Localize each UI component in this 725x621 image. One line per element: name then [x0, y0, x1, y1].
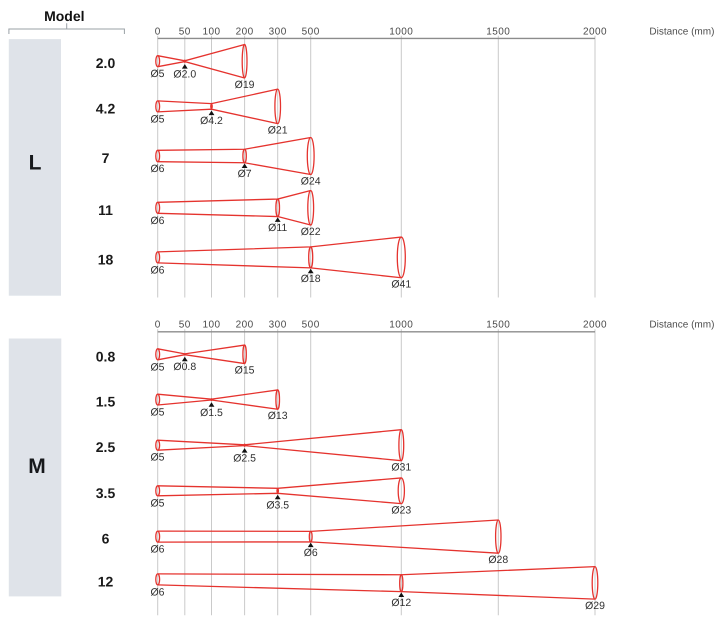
svg-text:18: 18: [98, 251, 114, 267]
svg-text:Ø5: Ø5: [150, 497, 164, 509]
svg-text:300: 300: [269, 27, 287, 38]
svg-text:500: 500: [302, 27, 320, 38]
svg-text:Ø12: Ø12: [391, 597, 411, 609]
svg-text:Ø18: Ø18: [301, 273, 321, 285]
svg-text:Ø5: Ø5: [150, 113, 164, 125]
svg-text:Ø7: Ø7: [238, 168, 252, 180]
svg-text:Ø23: Ø23: [391, 504, 411, 516]
svg-text:Ø29: Ø29: [585, 600, 605, 612]
svg-text:Ø4.2: Ø4.2: [200, 115, 223, 127]
svg-text:0: 0: [155, 27, 161, 38]
svg-text:Ø19: Ø19: [235, 79, 255, 91]
svg-text:12: 12: [98, 573, 114, 589]
svg-text:Ø6: Ø6: [150, 544, 164, 556]
svg-text:2000: 2000: [583, 27, 607, 38]
svg-text:Ø6: Ø6: [150, 586, 164, 598]
svg-text:Ø2.0: Ø2.0: [173, 69, 196, 81]
svg-text:Ø6: Ø6: [304, 547, 318, 559]
svg-text:2.5: 2.5: [96, 439, 116, 455]
svg-text:4.2: 4.2: [96, 100, 116, 116]
svg-text:100: 100: [202, 320, 220, 331]
svg-text:6: 6: [102, 531, 110, 547]
svg-text:2000: 2000: [583, 320, 607, 331]
svg-text:300: 300: [269, 320, 287, 331]
svg-text:Ø2.5: Ø2.5: [233, 453, 256, 465]
svg-text:Ø15: Ø15: [235, 364, 255, 376]
svg-text:Ø11: Ø11: [268, 222, 287, 234]
svg-text:Ø6: Ø6: [150, 264, 164, 276]
svg-text:Ø1.5: Ø1.5: [200, 407, 223, 419]
svg-text:1500: 1500: [486, 27, 510, 38]
svg-text:Distance (mm): Distance (mm): [649, 320, 714, 331]
svg-text:Ø21: Ø21: [268, 124, 288, 136]
svg-text:Ø5: Ø5: [150, 361, 164, 373]
svg-text:2.0: 2.0: [96, 55, 116, 71]
svg-text:200: 200: [236, 27, 254, 38]
svg-text:1000: 1000: [389, 27, 413, 38]
svg-text:Ø28: Ø28: [488, 554, 508, 566]
svg-text:Ø5: Ø5: [150, 68, 164, 80]
svg-text:Ø13: Ø13: [268, 410, 288, 422]
svg-text:50: 50: [179, 27, 191, 38]
svg-text:7: 7: [102, 150, 110, 166]
svg-text:Ø6: Ø6: [150, 163, 164, 175]
svg-text:Ø5: Ø5: [150, 452, 164, 464]
svg-text:M: M: [28, 455, 46, 478]
svg-text:Ø5: Ø5: [150, 407, 164, 419]
svg-text:Ø24: Ø24: [301, 175, 321, 187]
svg-text:500: 500: [302, 320, 320, 331]
svg-text:Ø3.5: Ø3.5: [266, 499, 289, 511]
svg-text:1500: 1500: [486, 320, 510, 331]
svg-text:L: L: [29, 152, 42, 175]
svg-text:Ø0.8: Ø0.8: [173, 361, 196, 373]
svg-text:1.5: 1.5: [96, 394, 116, 410]
svg-text:200: 200: [236, 320, 254, 331]
svg-text:11: 11: [98, 202, 113, 218]
svg-text:0.8: 0.8: [96, 348, 116, 364]
svg-text:1000: 1000: [389, 320, 413, 331]
svg-text:Ø31: Ø31: [391, 462, 411, 474]
svg-text:Distance (mm): Distance (mm): [649, 27, 714, 38]
svg-text:Ø41: Ø41: [391, 279, 411, 291]
svg-text:50: 50: [179, 320, 191, 331]
svg-text:Ø6: Ø6: [150, 215, 164, 227]
svg-text:0: 0: [155, 320, 161, 331]
svg-text:Model: Model: [44, 8, 84, 24]
svg-text:Ø22: Ø22: [301, 226, 321, 238]
svg-text:3.5: 3.5: [96, 485, 116, 501]
svg-text:100: 100: [202, 27, 220, 38]
